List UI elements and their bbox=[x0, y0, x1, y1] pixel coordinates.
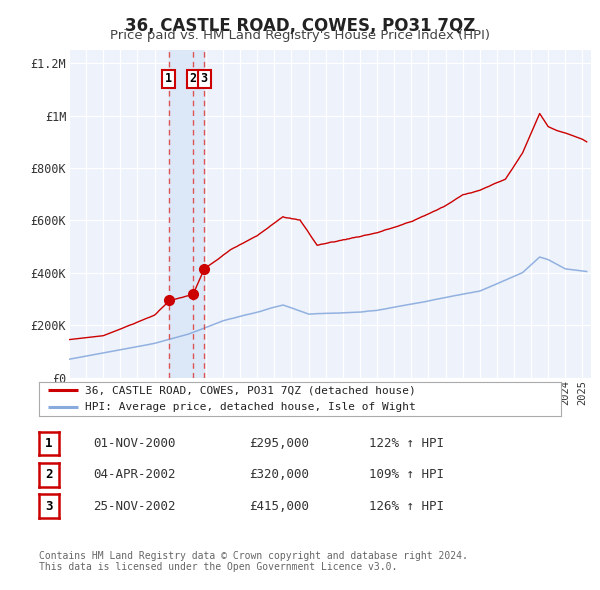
Text: £295,000: £295,000 bbox=[249, 437, 309, 450]
Text: £320,000: £320,000 bbox=[249, 468, 309, 481]
Bar bbox=[169, 50, 204, 378]
Text: HPI: Average price, detached house, Isle of Wight: HPI: Average price, detached house, Isle… bbox=[85, 402, 416, 412]
Text: This data is licensed under the Open Government Licence v3.0.: This data is licensed under the Open Gov… bbox=[39, 562, 397, 572]
Text: 36, CASTLE ROAD, COWES, PO31 7QZ: 36, CASTLE ROAD, COWES, PO31 7QZ bbox=[125, 17, 475, 35]
Text: 3: 3 bbox=[200, 73, 208, 86]
Text: 2: 2 bbox=[190, 73, 197, 86]
Text: 126% ↑ HPI: 126% ↑ HPI bbox=[369, 500, 444, 513]
Text: 1: 1 bbox=[166, 73, 172, 86]
Text: 109% ↑ HPI: 109% ↑ HPI bbox=[369, 468, 444, 481]
Text: 3: 3 bbox=[45, 500, 53, 513]
Text: Contains HM Land Registry data © Crown copyright and database right 2024.: Contains HM Land Registry data © Crown c… bbox=[39, 551, 468, 561]
Text: 36, CASTLE ROAD, COWES, PO31 7QZ (detached house): 36, CASTLE ROAD, COWES, PO31 7QZ (detach… bbox=[85, 385, 416, 395]
Text: 122% ↑ HPI: 122% ↑ HPI bbox=[369, 437, 444, 450]
Text: 1: 1 bbox=[45, 437, 53, 450]
Text: 25-NOV-2002: 25-NOV-2002 bbox=[93, 500, 176, 513]
Text: 04-APR-2002: 04-APR-2002 bbox=[93, 468, 176, 481]
Text: 2: 2 bbox=[45, 468, 53, 481]
Text: Price paid vs. HM Land Registry's House Price Index (HPI): Price paid vs. HM Land Registry's House … bbox=[110, 30, 490, 42]
Text: £415,000: £415,000 bbox=[249, 500, 309, 513]
Text: 01-NOV-2000: 01-NOV-2000 bbox=[93, 437, 176, 450]
